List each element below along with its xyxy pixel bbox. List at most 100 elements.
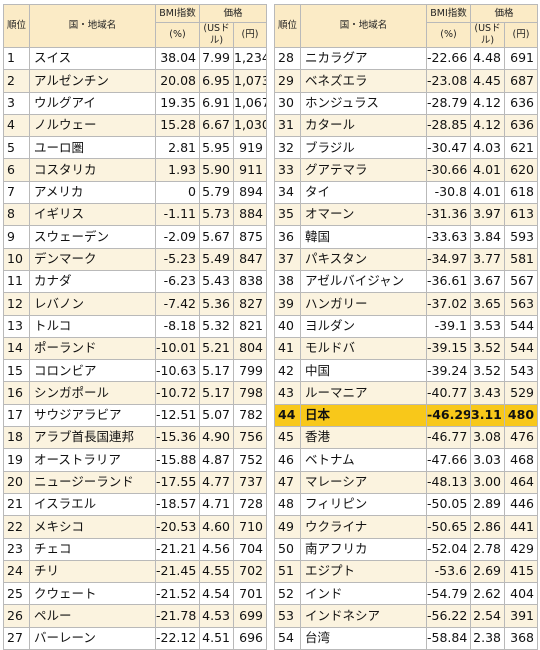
country-cell: イギリス: [29, 203, 156, 227]
table-row: 26 ペルー -21.78 4.53 699: [3, 604, 268, 628]
country-cell: アルゼンチン: [29, 69, 156, 93]
table-row: 28 ニカラグア -22.66 4.48 691: [274, 46, 539, 71]
usd-price-cell: 4.90: [199, 426, 234, 450]
table-row: 2 アルゼンチン 20.08 6.95 1,073: [3, 69, 268, 93]
rank-cell: 12: [3, 292, 30, 316]
bmi-unit-header: (%): [155, 22, 200, 48]
table-body-right: 28 ニカラグア -22.66 4.48 691 29 ベネズエラ -23.08 4.45 687…: [274, 46, 539, 650]
country-cell: グアテマラ: [300, 158, 427, 182]
table-row: 34 タイ -30.8 4.01 618: [274, 180, 539, 205]
bmi-header: BMI指数: [426, 4, 471, 23]
usd-price-cell: 2.54: [470, 604, 505, 628]
usd-price-cell: 5.36: [199, 292, 234, 316]
table-body-left: 1 スイス 38.04 7.99 1,234 2 アルゼンチン 20.08 6.95 1,073 3…: [3, 46, 268, 650]
bmi-cell: -39.24: [426, 359, 471, 383]
yen-price-cell: 476: [503, 426, 539, 450]
bmi-cell: -17.55: [155, 470, 200, 494]
usd-price-cell: 4.12: [470, 113, 505, 138]
usd-price-cell: 3.03: [470, 448, 505, 472]
table-row: 43 ルーマニア -40.77 3.43 529: [274, 381, 539, 405]
bmi-cell: -22.12: [155, 626, 200, 650]
table-row: 22 メキシコ -20.53 4.60 710: [3, 515, 268, 539]
country-cell: クウェート: [29, 582, 156, 606]
usd-price-cell: 5.95: [199, 136, 234, 160]
country-cell: アラブ首長国連邦: [29, 426, 156, 450]
bmi-cell: 2.81: [155, 136, 200, 160]
yen-price-cell: 798: [232, 381, 268, 405]
bmi-cell: -48.13: [426, 470, 471, 494]
yen-price-cell: 529: [503, 381, 539, 405]
yen-price-cell: 468: [503, 448, 539, 472]
rank-cell: 47: [274, 470, 301, 494]
table-row: 45 香港 -46.77 3.08 476: [274, 426, 539, 450]
bmi-cell: -33.63: [426, 225, 471, 249]
rank-cell: 39: [274, 292, 301, 316]
rank-cell: 6: [3, 158, 30, 182]
country-cell: マレーシア: [300, 470, 427, 494]
rank-cell: 34: [274, 180, 301, 205]
yen-price-cell: 701: [232, 582, 268, 606]
table-row: 14 ポーランド -10.01 5.21 804: [3, 336, 268, 361]
yen-price-cell: 368: [503, 626, 539, 650]
country-cell: ベネズエラ: [300, 69, 427, 93]
rank-cell: 3: [3, 91, 30, 115]
bmi-cell: 19.35: [155, 91, 200, 115]
usd-price-cell: 2.78: [470, 537, 505, 561]
country-header: 国・地域名: [300, 4, 427, 48]
usd-price-cell: 4.71: [199, 492, 234, 517]
yen-price-cell: 636: [503, 91, 539, 115]
bmi-cell: -28.85: [426, 113, 471, 138]
table-row: 47 マレーシア -48.13 3.00 464: [274, 470, 539, 494]
rank-cell: 50: [274, 537, 301, 561]
country-cell: チリ: [29, 559, 156, 584]
bmi-cell: -21.45: [155, 559, 200, 584]
bmi-cell: 20.08: [155, 69, 200, 93]
rank-header: 順位: [274, 4, 301, 48]
rank-cell: 38: [274, 269, 301, 294]
yen-price-cell: 728: [232, 492, 268, 517]
country-cell: カタール: [300, 113, 427, 138]
usd-price-cell: 2.69: [470, 559, 505, 584]
rank-cell: 20: [3, 470, 30, 494]
yen-price-cell: 581: [503, 247, 539, 271]
rank-cell: 46: [274, 448, 301, 472]
usd-price-cell: 5.49: [199, 247, 234, 271]
usd-price-cell: 4.54: [199, 582, 234, 606]
usd-price-cell: 2.62: [470, 582, 505, 606]
yen-price-cell: 404: [503, 582, 539, 606]
usd-price-cell: 4.01: [470, 158, 505, 182]
usd-price-cell: 3.84: [470, 225, 505, 249]
bmi-cell: -10.63: [155, 359, 200, 383]
bmi-cell: -30.66: [426, 158, 471, 182]
yen-price-cell: 391: [503, 604, 539, 628]
rank-cell: 9: [3, 225, 30, 249]
yen-price-cell: 752: [232, 448, 268, 472]
usd-price-cell: 4.56: [199, 537, 234, 561]
usd-price-cell: 4.77: [199, 470, 234, 494]
country-cell: 香港: [300, 426, 427, 450]
yen-price-cell: 710: [232, 515, 268, 539]
table-row: 24 チリ -21.45 4.55 702: [3, 559, 268, 584]
usd-price-cell: 3.67: [470, 269, 505, 294]
country-cell: ブラジル: [300, 136, 427, 160]
usd-price-cell: 4.55: [199, 559, 234, 584]
country-cell: チェコ: [29, 537, 156, 561]
bmi-cell: -21.78: [155, 604, 200, 628]
bmi-cell: -12.51: [155, 403, 200, 428]
rank-cell: 36: [274, 225, 301, 249]
country-cell: カナダ: [29, 269, 156, 294]
bmi-cell: -36.61: [426, 269, 471, 294]
table-row: 40 ヨルダン -39.1 3.53 544: [274, 314, 539, 338]
usd-price-cell: 5.43: [199, 269, 234, 294]
yen-price-cell: 429: [503, 537, 539, 561]
table-row: 33 グアテマラ -30.66 4.01 620: [274, 158, 539, 182]
table-row: 35 オマーン -31.36 3.97 613: [274, 203, 539, 227]
usd-price-cell: 4.12: [470, 91, 505, 115]
rank-cell: 14: [3, 336, 30, 361]
rank-cell: 19: [3, 448, 30, 472]
country-cell: コロンビア: [29, 359, 156, 383]
yen-price-cell: 1,030: [232, 113, 268, 138]
country-cell: シンガポール: [29, 381, 156, 405]
country-cell: ヨルダン: [300, 314, 427, 338]
bmi-unit-header: (%): [426, 22, 471, 48]
